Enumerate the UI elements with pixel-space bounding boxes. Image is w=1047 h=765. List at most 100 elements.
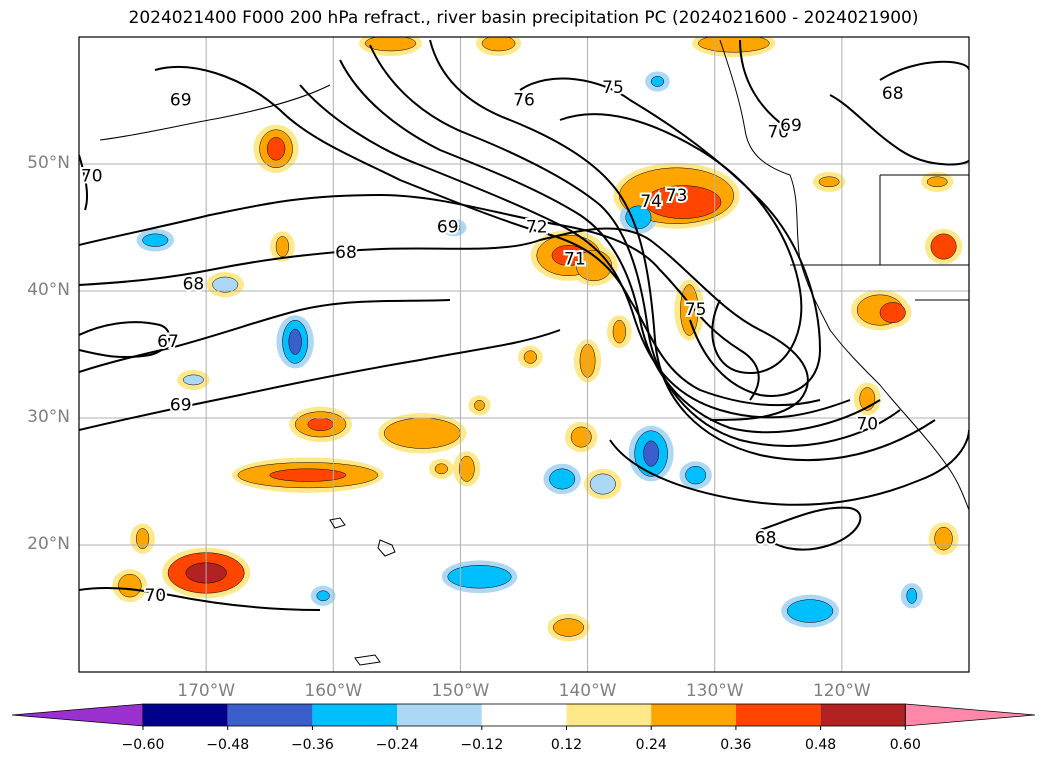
precip-anomaly (906, 587, 918, 604)
contour-label: 76 (513, 91, 535, 111)
contour-line (739, 39, 791, 131)
refractivity-contours (79, 39, 969, 611)
contour-line (79, 329, 561, 431)
contour-label: 69 (170, 91, 192, 111)
precip-anomaly (697, 37, 770, 53)
contour-line (609, 429, 969, 506)
precip-anomaly (643, 440, 660, 467)
precip-anomaly (212, 276, 239, 293)
colorbar-tick-label: 0.12 (550, 737, 583, 753)
contour-label: 74 (640, 192, 662, 212)
longitude-label: 160°W (304, 681, 363, 701)
contour-line (829, 94, 969, 166)
precip-anomaly (364, 37, 417, 52)
precip-anomaly (307, 417, 334, 431)
contour-label: 70 (767, 122, 789, 142)
contour-label: 75 (602, 78, 624, 98)
contour-line (519, 77, 822, 397)
precip-anomaly (118, 573, 142, 598)
precip-anomaly (481, 37, 516, 52)
precip-anomaly (786, 599, 834, 623)
precip-anomaly (269, 468, 347, 482)
precip-anomaly (474, 399, 485, 411)
graticule (79, 37, 969, 672)
longitude-label: 140°W (558, 681, 617, 701)
colorbar-segment (820, 704, 906, 726)
precip-anomaly (135, 528, 150, 550)
colorbar-segment (566, 704, 652, 726)
colorbar-segment (397, 704, 482, 726)
contour-label: 71 (564, 249, 586, 269)
colorbar-tick-label: −0.60 (121, 737, 165, 753)
contour-line (759, 506, 862, 551)
contour-label: 69 (170, 395, 192, 415)
precip-anomaly (644, 185, 722, 219)
colorbar-segment (651, 704, 736, 726)
precip-anomaly (818, 176, 840, 188)
precip-anomaly (570, 426, 592, 448)
contour-label: 70 (856, 414, 878, 434)
precip-anomaly (612, 319, 626, 344)
latitude-label: 30°N (27, 407, 70, 427)
colorbar-extend-high (904, 703, 1036, 727)
precip-anomaly (575, 250, 612, 282)
colorbar-tick-label: −0.36 (290, 737, 334, 753)
contour-line (79, 299, 451, 373)
latitude-label: 40°N (27, 280, 70, 300)
colorbar-extend-low (11, 703, 144, 727)
contour-line (879, 60, 969, 81)
precip-anomaly (625, 205, 652, 230)
colorbar-tick-label: 0.48 (805, 737, 837, 753)
precip-anomaly (650, 76, 665, 87)
contour-line (339, 59, 881, 434)
contour-line (369, 44, 901, 447)
colorbar-tick-label: −0.12 (460, 737, 504, 753)
contour-label: 68 (755, 529, 777, 549)
colorbar-tick-label: 0.24 (635, 737, 667, 753)
precip-anomaly (523, 350, 537, 364)
contour-label: 68 (882, 84, 904, 104)
coastline (99, 84, 331, 141)
latitude-label: 20°N (27, 534, 70, 554)
contour-label: 73 (666, 186, 688, 206)
precip-anomaly (930, 233, 957, 260)
contour-label: 70 (144, 586, 166, 606)
precip-anomaly (552, 618, 585, 637)
contour-line (299, 84, 851, 419)
contour-line (154, 66, 821, 407)
latitude-label: 50°N (27, 153, 70, 173)
longitude-label: 120°W (812, 681, 871, 701)
contour-label: 69 (437, 218, 459, 238)
precip-anomaly (316, 590, 330, 602)
colorbar-segment (227, 704, 313, 726)
precip-anomaly (434, 463, 448, 475)
longitude-label: 130°W (685, 681, 744, 701)
precip-anomaly (266, 137, 286, 161)
map-frame (78, 36, 970, 673)
colorbar-segment (143, 704, 228, 726)
precip-anomaly (383, 417, 461, 449)
precip-anomaly (458, 455, 475, 482)
coastline (377, 539, 396, 557)
contour-line (79, 154, 89, 211)
contour-label: 70 (81, 167, 103, 187)
precip-anomaly (447, 565, 512, 589)
contour-label: 75 (685, 300, 707, 320)
colorbar (11, 703, 1036, 730)
colorbar-segment (312, 704, 398, 726)
precip-anomaly (275, 236, 290, 257)
colorbar-tick-label: 0.36 (720, 737, 752, 753)
coastline (354, 654, 381, 666)
colorbar-segment (735, 704, 821, 726)
contour-label: 69 (780, 116, 802, 136)
contour-line (79, 193, 760, 401)
longitude-label: 170°W (177, 681, 236, 701)
contour-label: 72 (526, 218, 548, 238)
precip-anomaly (934, 526, 953, 551)
contour-label: 67 (157, 332, 179, 352)
precip-anomaly (183, 374, 204, 386)
contour-line (79, 321, 171, 359)
precip-anomaly (288, 328, 302, 355)
colorbar-tick-label: 0.60 (889, 737, 921, 753)
